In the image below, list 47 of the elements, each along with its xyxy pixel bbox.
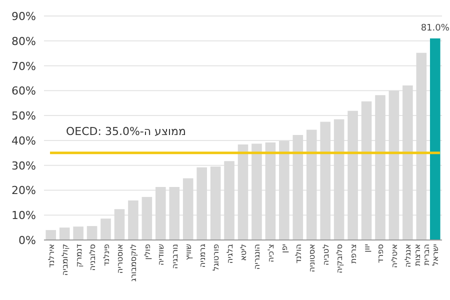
x-tick-label: סלובקיה [335,244,344,274]
x-tick-label: שוויץ [184,244,194,260]
x-tick-label: לטביה [321,244,330,266]
x-tick-label: יפן [280,244,290,253]
bar [430,38,440,240]
bar [86,226,98,240]
x-tick-label: ארצות הברית [412,244,431,266]
ref-line-label: ממוצע ה-OECD: 35.0% [66,124,186,138]
x-tick-label: ישראל [431,244,440,266]
y-tick-label: 10% [12,209,36,222]
x-tick-label: פינלנד [102,244,111,266]
x-tick-label: קולומביה [60,244,70,276]
bar [100,218,111,240]
bar [73,226,84,240]
x-tick-label: שוודיה [156,244,166,266]
x-tick-label: בלגיה [225,244,234,264]
x-tick-label: איטליה [390,244,399,268]
y-tick-label: 20% [12,184,36,198]
y-tick-label: 70% [12,60,36,73]
x-tick-label: נורבגיה [170,244,180,269]
x-tick-label: אנגליה [404,244,413,268]
bar [46,230,56,240]
x-tick-label: הולנד [294,244,303,264]
y-tick-label: 90% [12,10,36,23]
y-tick-label: 30% [12,159,36,172]
x-tick-label: ספרד [376,244,386,264]
x-tick-label: אירלנד [46,244,56,268]
x-tick-label: ליטא [239,244,248,261]
x-tick-label: לוקסמבורג [129,244,138,282]
x-tick-label: הונגריה [252,244,262,270]
bar [59,228,70,240]
data-label: 81.0% [420,23,450,34]
y-tick-label: 50% [12,110,36,123]
y-tick-label: 80% [12,34,36,48]
x-tick-label: אוסטריה [115,244,124,274]
x-tick-label: צ'כיה [266,244,276,262]
x-tick-label: פולין [142,244,152,260]
x-tick-label: אסטוניה [308,244,317,272]
x-tick-label: יוון [362,244,372,252]
x-tick-label: צרפת [348,244,358,264]
y-tick-label: 60% [12,84,36,98]
x-tick-label: סלובניה [88,244,98,271]
x-tick-label: פורטוגל [212,244,221,271]
y-tick-label: 0% [18,234,36,247]
x-tick-label: גרמניה [198,243,207,268]
x-tick-label: דנמרק [74,243,84,268]
y-tick-label: 40% [12,134,36,148]
